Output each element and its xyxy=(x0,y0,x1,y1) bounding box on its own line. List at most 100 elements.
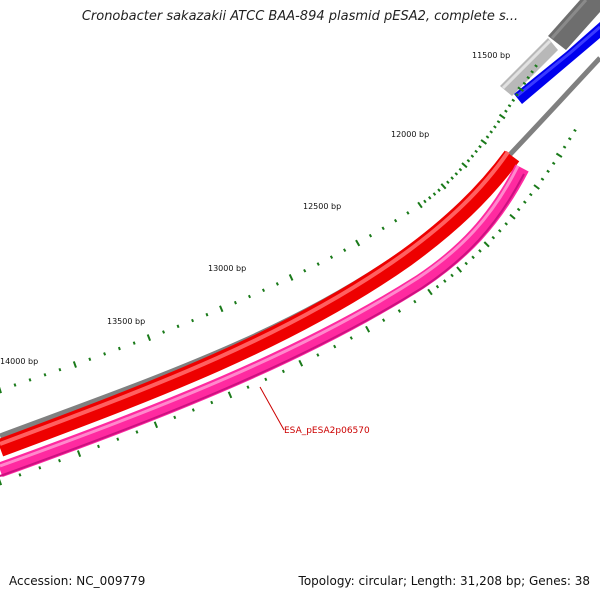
outer-ruler-tick xyxy=(530,70,534,74)
outer-ruler-tick xyxy=(454,172,459,176)
outer-ruler-tick xyxy=(511,98,516,102)
outer-ruler-tick xyxy=(0,386,2,394)
inner-ruler-tick xyxy=(540,177,545,181)
accession-text: Accession: NC_009779 xyxy=(9,574,146,588)
inner-ruler-tick xyxy=(555,152,563,158)
outer-ruler-tick xyxy=(478,145,482,149)
inner-ruler xyxy=(0,128,577,486)
ruler-label-12500: 12500 bp xyxy=(303,202,341,211)
outer-ruler-tick xyxy=(247,294,252,299)
inner-ruler-tick xyxy=(397,309,402,313)
inner-ruler-tick xyxy=(365,325,371,333)
reverse-gene-pink[interactable] xyxy=(0,164,529,478)
outer-ruler-tick xyxy=(28,378,32,382)
outer-ruler-tick xyxy=(423,199,427,204)
outer-ruler-tick xyxy=(162,330,166,334)
inner-ruler-tick xyxy=(567,137,572,141)
inner-ruler-tick xyxy=(478,249,482,253)
outer-ruler-tick xyxy=(343,248,347,252)
inner-ruler-tick xyxy=(522,200,527,204)
ruler-label-14000: 14000 bp xyxy=(0,357,38,366)
outer-ruler xyxy=(0,64,538,394)
gene-label-pointer xyxy=(259,386,285,431)
outer-ruler-tick xyxy=(191,318,195,323)
outer-ruler-tick xyxy=(275,282,279,286)
outer-ruler-tick xyxy=(43,373,47,377)
inner-ruler-tick xyxy=(427,288,433,296)
outer-ruler-tick xyxy=(440,183,447,190)
topology-summary: Topology: circular; Length: 31,208 bp; G… xyxy=(298,574,590,588)
inner-ruler-tick xyxy=(443,279,447,283)
gene-label[interactable]: ESA_pESA2p06570 xyxy=(284,426,370,436)
outer-ruler-tick xyxy=(504,109,508,113)
outer-ruler-tick xyxy=(219,305,224,313)
inner-ruler-tick xyxy=(246,385,250,389)
inner-ruler-tick xyxy=(533,184,540,190)
inner-ruler-tick xyxy=(573,128,577,133)
backbone-circle xyxy=(0,56,600,439)
inner-ruler-tick xyxy=(483,241,490,248)
outer-ruler-tick xyxy=(522,81,527,86)
outer-ruler-tick xyxy=(288,273,294,281)
outer-ruler-tick xyxy=(132,341,136,345)
outer-ruler-tick xyxy=(498,113,506,120)
forward-gene-red[interactable] xyxy=(0,150,520,457)
inner-ruler-tick xyxy=(562,145,567,149)
outer-ruler-tick xyxy=(474,149,478,154)
outer-ruler-tick xyxy=(461,162,468,169)
outer-ruler-tick xyxy=(329,255,334,259)
inner-ruler-tick xyxy=(281,369,285,374)
inner-ruler-tick xyxy=(135,430,139,434)
inner-ruler-tick xyxy=(509,213,516,220)
inner-ruler-tick xyxy=(435,284,440,289)
inner-ruler-tick xyxy=(551,161,556,166)
map-title: Cronobacter sakazakii ATCC BAA-894 plasm… xyxy=(81,9,519,24)
outer-ruler-tick xyxy=(72,361,77,368)
outer-ruler-tick xyxy=(437,188,441,192)
inner-ruler-tick xyxy=(456,266,463,273)
outer-ruler-tick xyxy=(493,125,497,129)
outer-ruler-tick xyxy=(261,288,266,293)
inner-ruler-tick xyxy=(413,299,417,304)
outer-ruler-tick xyxy=(406,211,410,215)
inner-ruler-tick xyxy=(18,473,22,477)
gray-feature[interactable] xyxy=(500,38,558,96)
outer-ruler-tick xyxy=(489,130,493,134)
inner-ruler-tick xyxy=(264,377,268,382)
inner-ruler-tick xyxy=(298,359,304,367)
inner-ruler-tick xyxy=(349,336,353,340)
outer-ruler-tick xyxy=(485,135,490,139)
outer-ruler-tick xyxy=(496,120,501,124)
outer-ruler-tick xyxy=(450,176,454,180)
outer-ruler-tick xyxy=(526,76,531,80)
inner-ruler-tick xyxy=(450,273,454,278)
outer-ruler-tick xyxy=(88,357,92,362)
outer-ruler-tick xyxy=(103,352,107,356)
inner-ruler-tick xyxy=(333,344,337,349)
outer-ruler-tick xyxy=(303,268,307,273)
outer-ruler-tick xyxy=(368,233,373,238)
inner-ruler-tick xyxy=(491,235,496,240)
outer-ruler-tick xyxy=(117,346,121,351)
outer-ruler-tick xyxy=(176,324,180,329)
inner-ruler-tick xyxy=(76,450,82,458)
outer-ruler-tick xyxy=(316,262,320,266)
inner-ruler-tick xyxy=(173,415,177,420)
inner-ruler-tick xyxy=(227,391,233,399)
inner-ruler-tick xyxy=(97,444,100,449)
inner-ruler-tick xyxy=(471,255,475,260)
outer-ruler-tick xyxy=(458,167,463,172)
ruler-label-13000: 13000 bp xyxy=(208,264,246,273)
inner-ruler-tick xyxy=(38,466,42,470)
inner-ruler-tick xyxy=(153,421,159,429)
inner-ruler-tick xyxy=(528,192,533,197)
outer-ruler-tick xyxy=(417,201,423,209)
outer-ruler-tick xyxy=(507,104,512,108)
ruler-label-12000: 12000 bp xyxy=(391,130,429,139)
inner-ruler-tick xyxy=(546,169,550,174)
inner-ruler-tick xyxy=(316,353,320,357)
inner-ruler-tick xyxy=(516,207,521,212)
dark-gray-feature[interactable] xyxy=(548,0,600,50)
outer-ruler-tick xyxy=(515,93,519,97)
